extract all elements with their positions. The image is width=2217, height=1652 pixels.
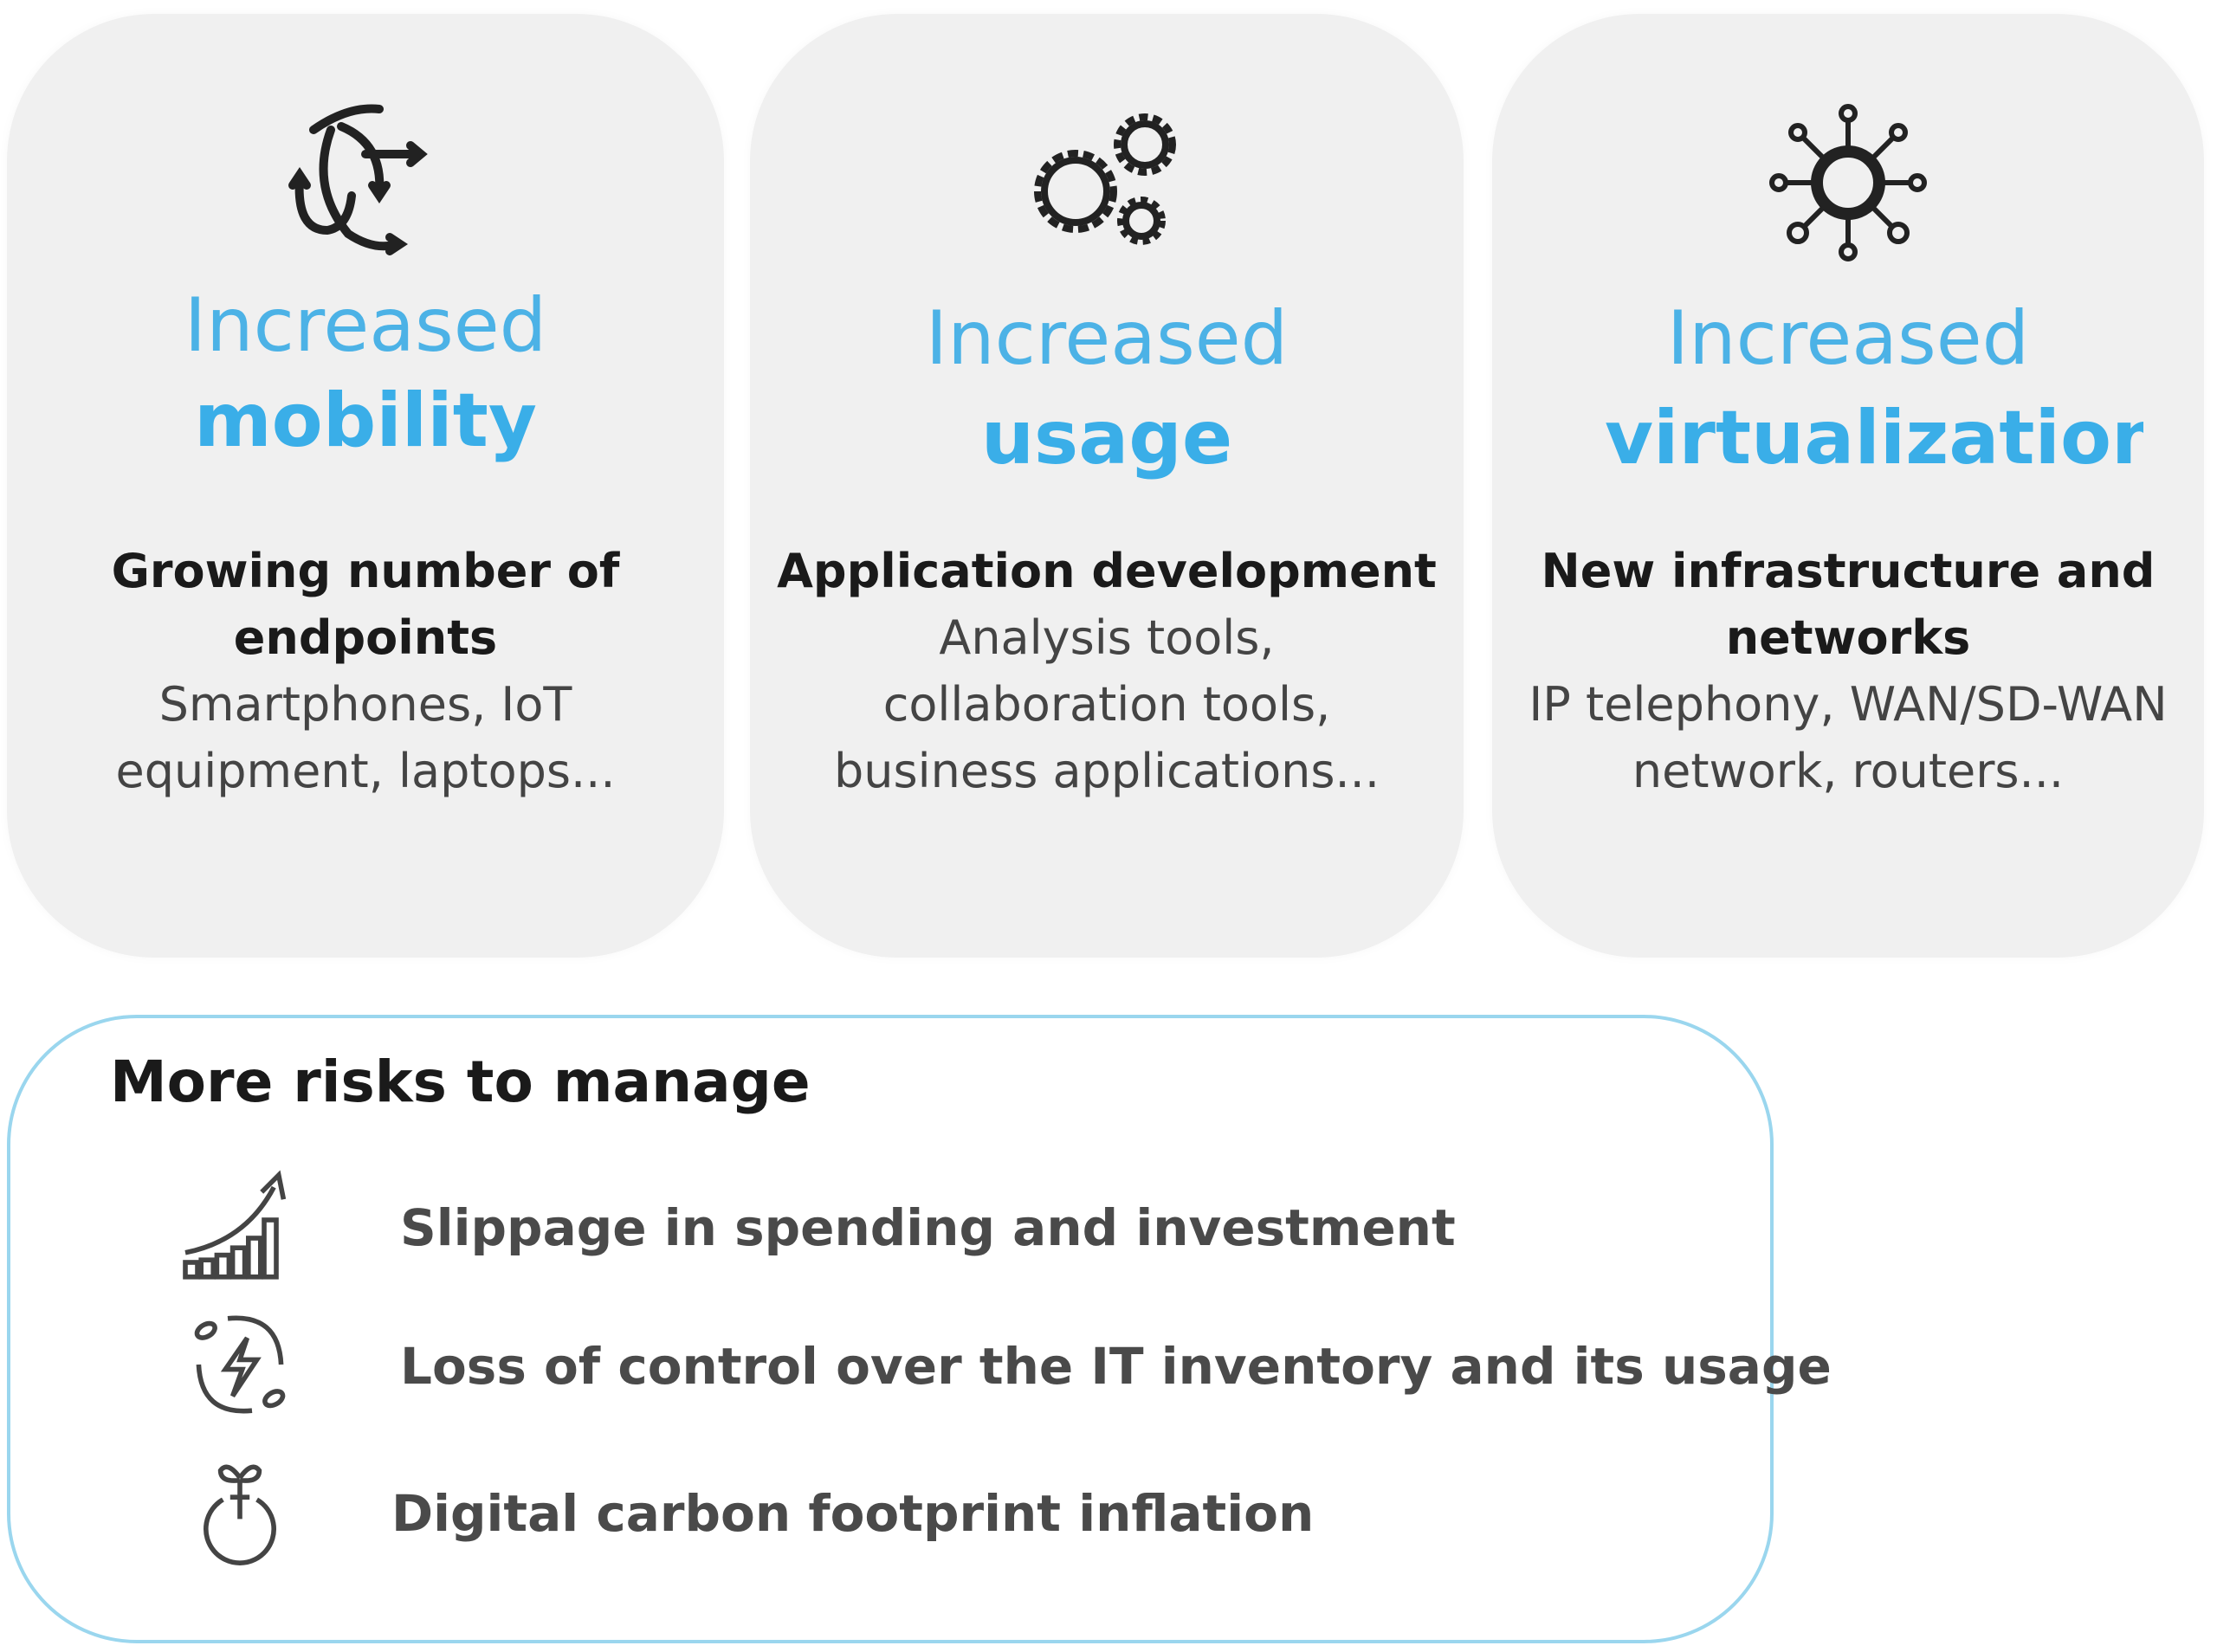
rising-chart-icon (183, 1170, 287, 1280)
card-detail-line: collaboration tools, (882, 677, 1331, 732)
card-detail-line: network, routers... (1632, 744, 2065, 798)
energy-cycle-icon (194, 1315, 286, 1414)
risk-item: Loss of control over the IT inventory an… (10, 1304, 1832, 1425)
card-virtualization: Increased virtualization New infrastruct… (1492, 14, 2204, 958)
card-description: Application development Analysis tools, … (767, 538, 1446, 804)
card-detail-line: business applications... (833, 744, 1380, 798)
card-heading-line: Growing number of (111, 544, 620, 598)
card-title-bold: mobility (194, 378, 537, 464)
card-title-bold: virtualization (1605, 395, 2143, 481)
card-heading-line: endpoints (233, 610, 498, 665)
card-detail-line: Analysis tools, (939, 610, 1275, 665)
card-detail-line: Smartphones, IoT (158, 677, 572, 732)
sprout-icon (204, 1464, 276, 1565)
card-heading-line: New infrastructure and (1541, 544, 2156, 598)
card-description: New infrastructure and networks IP telep… (1492, 538, 2204, 804)
risk-item: Slippage in spending and investment (10, 1165, 1770, 1287)
card-title-light: Increased (925, 295, 1289, 382)
risk-label: Digital carbon footprint inflation (391, 1484, 1315, 1543)
gears-icon (1034, 113, 1176, 245)
card-heading-line: Application development (777, 544, 1437, 598)
network-hub-icon (1769, 104, 1927, 261)
risk-label: Slippage in spending and investment (400, 1198, 1456, 1257)
card-mobility: Increased mobility Growing number of end… (7, 14, 724, 958)
mobility-arrows-icon (288, 104, 428, 255)
risk-label: Loss of control over the IT inventory an… (400, 1337, 1832, 1396)
risk-item: Digital carbon footprint inflation (10, 1451, 1770, 1572)
card-detail-line: IP telephony, WAN/SD-WAN (1529, 677, 2168, 732)
card-title-light: Increased (184, 282, 547, 369)
card-title-light: Increased (1666, 295, 2030, 382)
risks-title: More risks to manage (110, 1049, 811, 1115)
card-usage: Increased usage Application development … (750, 14, 1464, 958)
card-description: Growing number of endpoints Smartphones,… (24, 538, 707, 804)
card-title-bold: usage (980, 395, 1233, 481)
card-heading-line: networks (1725, 610, 1971, 665)
card-detail-line: equipment, laptops... (115, 744, 616, 798)
risks-panel: More risks to manage Slippage in spendin… (7, 1015, 1832, 1643)
